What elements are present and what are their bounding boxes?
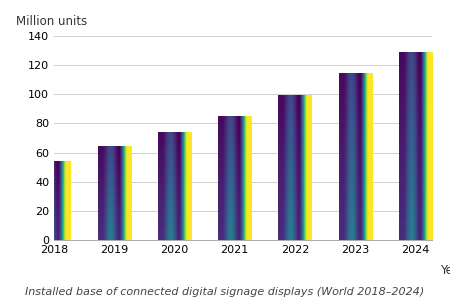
Text: Million units: Million units: [16, 15, 87, 28]
Text: Installed base of connected digital signage displays (World 2018–2024): Installed base of connected digital sign…: [25, 287, 425, 297]
Text: Year: Year: [440, 265, 450, 278]
